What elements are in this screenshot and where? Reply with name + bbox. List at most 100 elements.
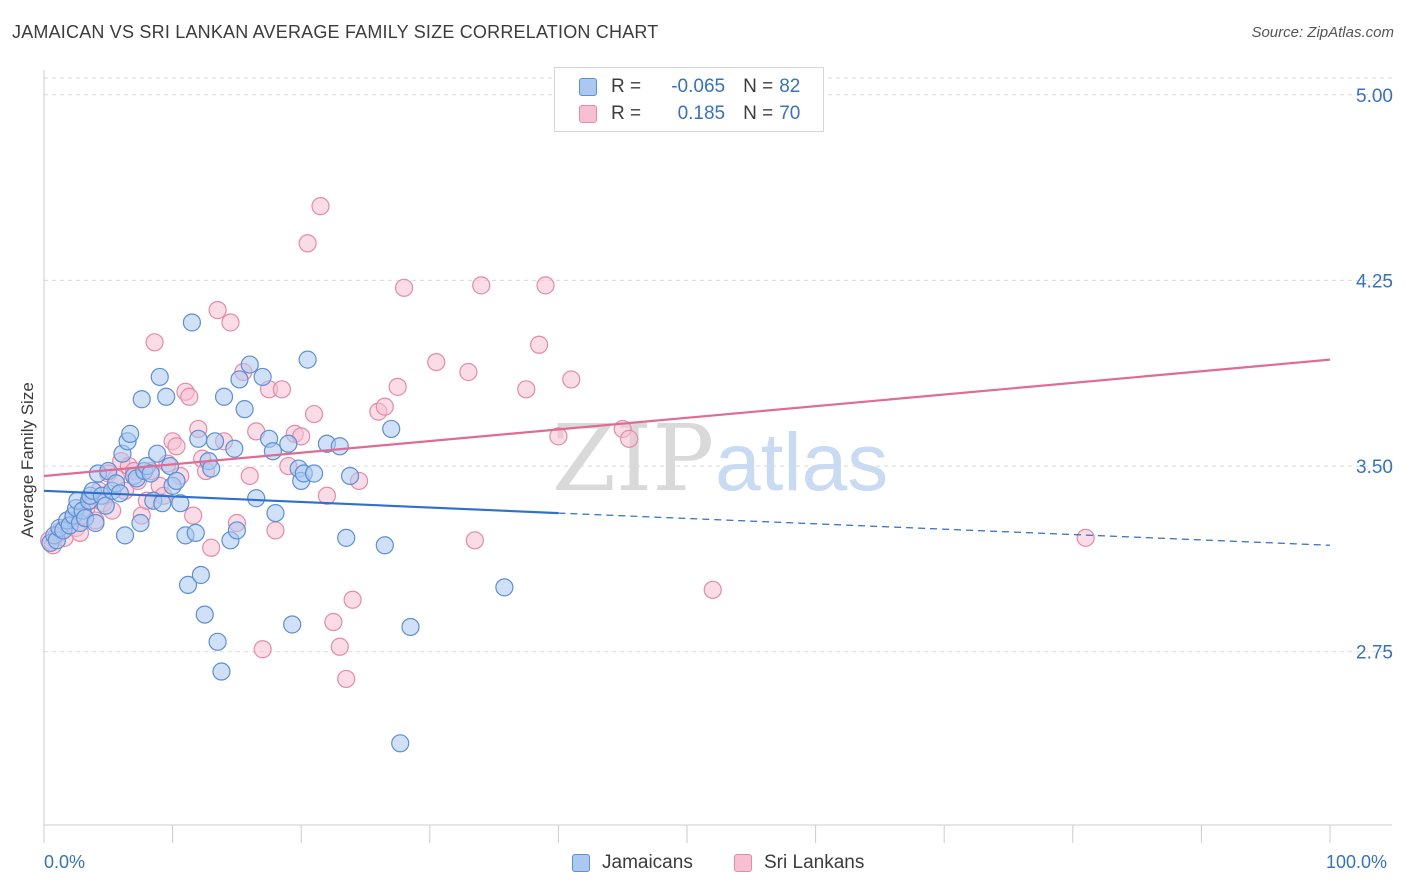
legend-n-value: 82: [779, 76, 801, 97]
sri-lankan-point: [517, 380, 536, 399]
sri-lankan-point: [253, 640, 272, 659]
correlation-legend: R = -0.065 N = 82 R = 0.185 N = 70: [554, 67, 824, 132]
sri-lankan-point: [311, 197, 330, 216]
sri-lankan-point: [375, 397, 394, 416]
jamaican-point: [195, 605, 214, 624]
jamaican-point: [375, 536, 394, 555]
watermark-atlas: atlas: [715, 417, 888, 508]
legend-row-jamaicans: R = -0.065 N = 82: [579, 75, 800, 99]
sri-lankan-point: [317, 486, 337, 505]
sri-lankans-legend-swatch: [734, 854, 752, 872]
jamaican-point: [283, 615, 302, 634]
sri-lankan-point: [536, 276, 555, 295]
jamaican-point: [86, 513, 105, 533]
jamaican-point: [212, 662, 231, 681]
jamaican-point: [189, 429, 208, 448]
y-tick-label: 4.25: [1356, 271, 1393, 292]
jamaican-point: [208, 632, 227, 651]
series-legend: Jamaicans Sri Lankans: [0, 852, 1406, 878]
jamaican-point: [214, 387, 234, 406]
jamaican-point: [391, 734, 410, 753]
sri-lankan-point: [427, 352, 446, 372]
jamaican-points: [41, 313, 514, 753]
jamaican-point: [225, 439, 244, 458]
sri-lankan-point: [184, 506, 203, 525]
legend-item-sri-lankans: Sri Lankans: [734, 852, 864, 874]
legend-r-label: R =: [611, 103, 642, 124]
jamaican-point: [253, 367, 272, 387]
legend-r-value: -0.065: [671, 76, 726, 97]
sri-lankan-point: [530, 335, 549, 354]
legend-n-value: 70: [779, 103, 801, 124]
y-tick-label: 5.00: [1356, 86, 1393, 107]
y-tick-labels: 2.75 3.50 4.25 5.00: [1356, 86, 1393, 664]
sri-lankan-point: [266, 521, 285, 540]
jamaican-point: [182, 313, 201, 332]
jamaican-point: [141, 464, 160, 483]
jamaicans-swatch: [579, 78, 597, 96]
sri-lankan-point: [343, 590, 362, 609]
jamaican-point: [235, 400, 254, 419]
jamaican-point: [148, 444, 167, 463]
jamaican-point: [131, 513, 150, 533]
sri-lankan-point: [388, 377, 407, 396]
jamaican-point: [304, 464, 324, 483]
sri-lankan-point: [459, 362, 478, 382]
watermark-zip: ZIP: [552, 405, 714, 512]
sri-lankan-point: [202, 538, 221, 557]
sri-lankan-point: [703, 580, 722, 599]
source-credit: Source: ZipAtlas.com: [1251, 24, 1394, 41]
jamaican-point: [263, 442, 283, 461]
jamaican-point: [247, 489, 266, 508]
sri-lankan-point: [394, 278, 414, 297]
sri-lankan-point: [167, 437, 186, 456]
jamaican-point: [115, 526, 135, 545]
sri-lankan-point: [240, 466, 259, 486]
jamaicans-legend-swatch: [572, 854, 590, 872]
sri-lankan-point: [298, 234, 317, 253]
x-tick-label-max: 100.0%: [1326, 852, 1388, 872]
jamaican-point: [266, 503, 285, 523]
trend-lines: [43, 358, 1331, 546]
legend-r-label: R =: [611, 76, 642, 97]
jamaican-point: [279, 434, 298, 453]
y-tick-label: 3.50: [1356, 457, 1393, 478]
jamaican-trend-line: [43, 489, 559, 515]
jamaican-point: [230, 370, 249, 389]
jamaican-point: [205, 432, 225, 451]
jamaican-point: [171, 494, 190, 513]
jamaicans-legend-label: Jamaicans: [602, 852, 693, 873]
sri-lankan-point: [472, 276, 491, 295]
jamaican-point: [240, 355, 259, 374]
jamaican-point: [495, 578, 514, 597]
sri-lankan-point: [337, 669, 356, 689]
jamaican-point: [382, 419, 401, 439]
jamaican-point: [401, 617, 420, 637]
sri-lankan-point: [562, 370, 581, 389]
jamaican-point: [227, 521, 246, 540]
legend-n-label: N =: [743, 103, 774, 124]
sri-lankan-point: [620, 429, 639, 448]
sri-lankan-point: [549, 427, 568, 446]
jamaican-point: [153, 494, 172, 513]
jamaican-point: [157, 387, 176, 406]
jamaican-point: [150, 367, 169, 387]
sri-lankan-point: [1076, 528, 1095, 547]
legend-row-sri-lankans: R = 0.185 N = 70: [579, 102, 800, 126]
sri-lankan-point: [208, 301, 227, 320]
jamaican-point: [298, 350, 317, 369]
jamaican-point: [121, 424, 140, 443]
y-axis-label: Average Family Size: [18, 382, 37, 538]
sri-lankan-trend-line: [43, 358, 1331, 478]
jamaican-point: [191, 565, 210, 585]
axes: [43, 70, 1392, 843]
y-tick-label: 2.75: [1356, 643, 1393, 664]
jamaican-point: [178, 575, 198, 594]
jamaican-point: [340, 466, 360, 486]
sri-lankan-point: [465, 531, 484, 550]
jamaican-point: [330, 437, 349, 456]
jamaican-point: [337, 528, 356, 547]
jamaican-trend-extension: [558, 512, 1331, 546]
sri-lankan-point: [272, 380, 292, 399]
